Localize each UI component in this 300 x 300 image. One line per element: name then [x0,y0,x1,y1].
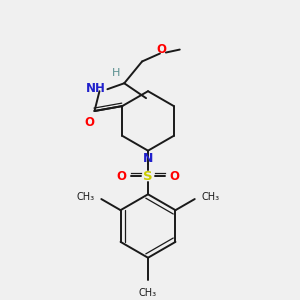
Text: S: S [143,170,153,183]
Text: CH₃: CH₃ [202,192,220,202]
Text: O: O [116,170,126,183]
Text: O: O [85,116,94,129]
Text: O: O [170,170,180,183]
Text: H: H [112,68,121,78]
Text: NH: NH [85,82,105,95]
Text: O: O [156,43,166,56]
Text: CH₃: CH₃ [139,288,157,298]
Text: N: N [143,152,153,165]
Text: CH₃: CH₃ [76,192,94,202]
